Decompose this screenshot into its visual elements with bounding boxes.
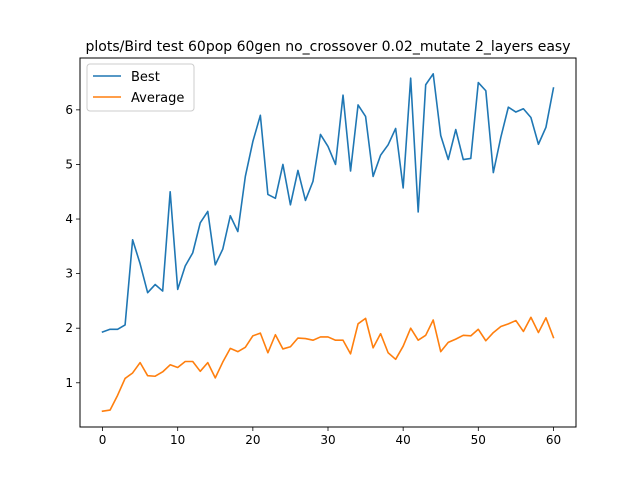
y-tick-label: 2 <box>65 321 73 335</box>
x-tick-label: 20 <box>245 433 260 447</box>
y-tick-label: 3 <box>65 267 73 281</box>
x-tick-label: 40 <box>396 433 411 447</box>
chart-title: plots/Bird test 60pop 60gen no_crossover… <box>85 39 570 55</box>
y-axis: 1 2 3 4 5 6 <box>65 103 80 390</box>
x-tick-label: 10 <box>170 433 185 447</box>
x-tick-label: 30 <box>320 433 335 447</box>
x-axis: 0 10 20 30 40 50 60 <box>99 427 561 447</box>
series-line-average <box>101 316 555 413</box>
y-tick-label: 6 <box>65 103 73 117</box>
legend-label-best: Best <box>131 70 160 85</box>
x-tick-label: 0 <box>99 433 107 447</box>
x-tick-label: 50 <box>471 433 486 447</box>
series-lines <box>101 73 555 413</box>
y-tick-label: 1 <box>65 376 73 390</box>
legend-label-average: Average <box>131 91 184 106</box>
x-tick-label: 60 <box>546 433 561 447</box>
legend: Best Average <box>86 63 195 112</box>
series-line-best <box>101 73 555 334</box>
y-tick-label: 4 <box>65 212 73 226</box>
plot-frame <box>79 57 577 428</box>
y-tick-label: 5 <box>65 157 73 171</box>
